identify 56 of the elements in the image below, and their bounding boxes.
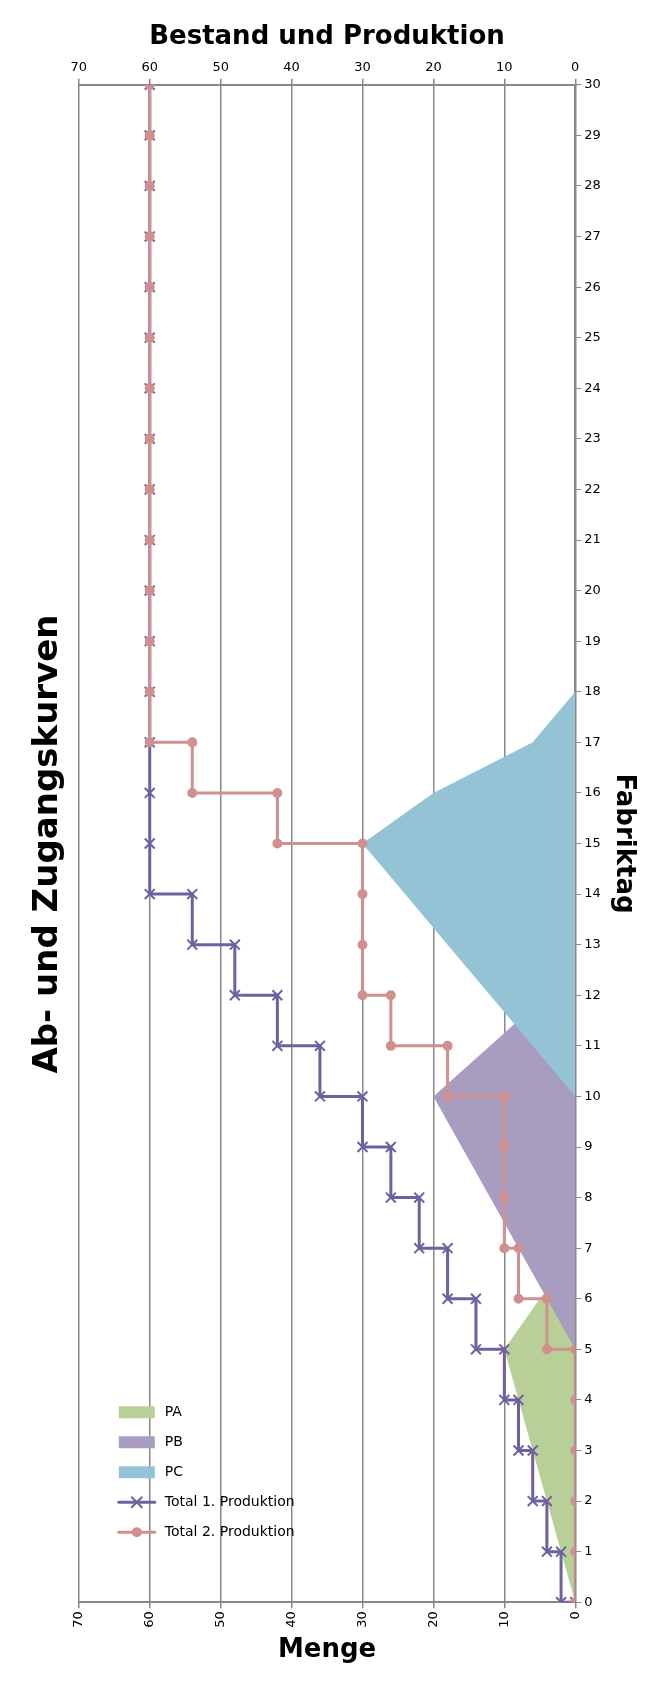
- legend-label: PC: [164, 1462, 184, 1479]
- y-tick-label: 4: [584, 1391, 593, 1407]
- y-tick-label: 18: [584, 683, 601, 699]
- y-axis-title: Fabriktag: [610, 773, 641, 914]
- x2-axis-title: Bestand und Produktion: [149, 20, 505, 51]
- y-tick-label: 0: [584, 1593, 593, 1609]
- y-tick-label: 14: [584, 885, 601, 901]
- y-tick-label: 28: [584, 177, 601, 193]
- y-tick-label: 22: [584, 480, 601, 496]
- y-tick-label: 30: [584, 76, 601, 92]
- x-tick-label: 50: [212, 1611, 228, 1628]
- y-tick-label: 27: [584, 227, 601, 243]
- x-tick-label: 20: [424, 1611, 440, 1628]
- x2-tick-label: 40: [283, 59, 300, 75]
- y-tick-label: 24: [584, 379, 601, 395]
- x-tick-label: 60: [141, 1611, 157, 1628]
- legend-label: Total 2. Produktion: [163, 1522, 295, 1539]
- y-tick-label: 29: [584, 126, 601, 142]
- y-tick-label: 23: [584, 430, 601, 446]
- x-tick-label: 10: [495, 1611, 511, 1628]
- text: Ab- und Zugangskurven: [25, 614, 66, 1074]
- y-tick-label: 26: [584, 278, 601, 294]
- y-tick-label: 25: [584, 329, 601, 345]
- x-tick-label: 40: [282, 1611, 298, 1628]
- y-tick-label: 1: [584, 1543, 593, 1559]
- legend-label: Total 1. Produktion: [163, 1492, 295, 1509]
- y-tick-label: 12: [584, 986, 601, 1002]
- x-tick-label: 70: [70, 1611, 86, 1628]
- x-axis-title: Menge: [277, 1633, 377, 1664]
- legend-label: PA: [164, 1402, 183, 1419]
- x2-tick-label: 20: [425, 59, 442, 75]
- x2-tick-label: 70: [70, 59, 88, 75]
- x2-tick-label: 50: [212, 59, 229, 75]
- y-tick-label: 6: [584, 1290, 593, 1306]
- x2-tick-label: 60: [141, 59, 158, 75]
- y-tick-label: 13: [584, 936, 601, 952]
- y-tick-label: 17: [584, 733, 601, 749]
- y-tick-label: 3: [584, 1441, 593, 1457]
- x-tick-label: 0: [566, 1611, 582, 1620]
- y-tick-label: 11: [584, 1037, 601, 1053]
- y-tick-label: 16: [584, 784, 601, 800]
- y-tick-label: 5: [584, 1340, 593, 1356]
- legend-label: PB: [164, 1432, 183, 1449]
- y-tick-label: 20: [584, 581, 601, 597]
- x2-tick-label: 30: [354, 59, 371, 75]
- y-tick-label: 2: [584, 1492, 593, 1508]
- x2-tick-label: 0: [571, 59, 580, 75]
- x-tick-label: 30: [353, 1611, 369, 1628]
- y-tick-label: 8: [584, 1188, 593, 1204]
- y-tick-label: 10: [584, 1087, 601, 1103]
- x2-tick-label: 10: [496, 59, 513, 75]
- y-tick-label: 15: [584, 834, 601, 850]
- y-tick-label: 9: [584, 1138, 593, 1154]
- y-tick-label: 19: [584, 632, 601, 648]
- y-tick-label: 7: [584, 1239, 593, 1255]
- y-tick-label: 21: [584, 531, 601, 547]
